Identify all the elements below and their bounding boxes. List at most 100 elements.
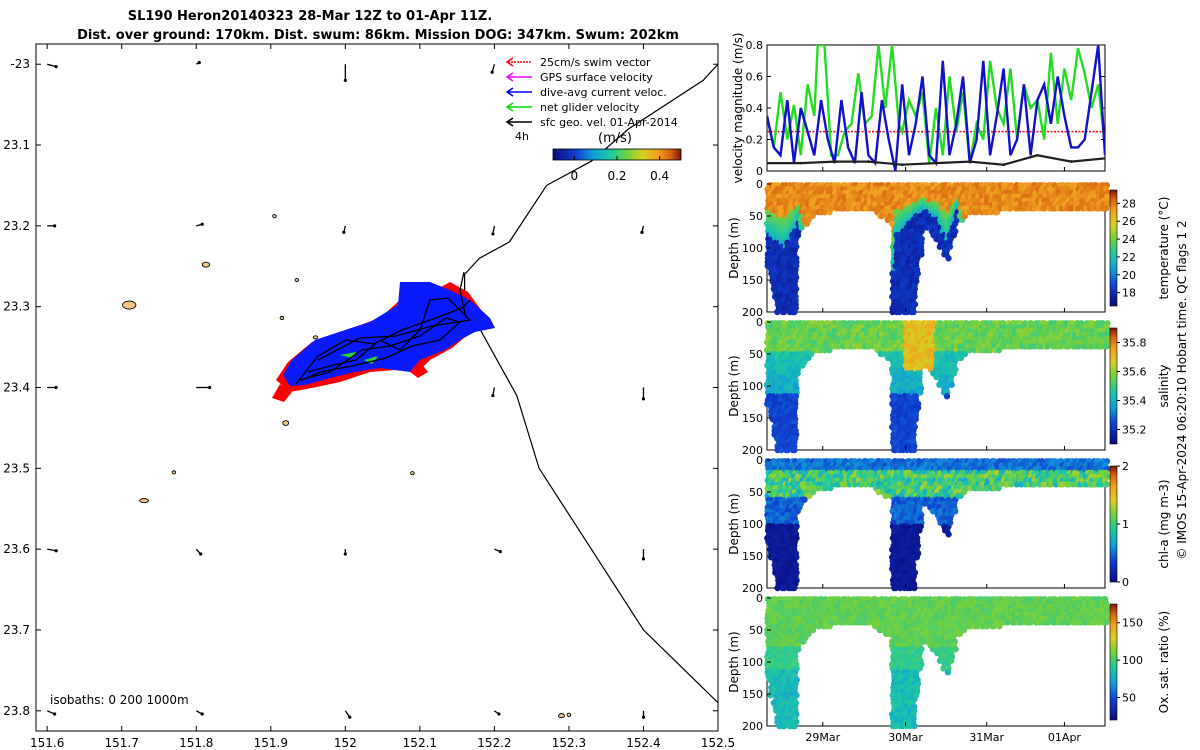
velocity-point xyxy=(867,160,870,163)
section-sample xyxy=(912,416,919,423)
map-xtick-label: 152.1 xyxy=(403,736,437,750)
section-sample xyxy=(945,531,952,538)
section-ytick-label: 200 xyxy=(742,306,763,319)
reef xyxy=(410,471,415,476)
section-ylabel: Depth (m) xyxy=(727,355,741,416)
map-colorbar-ticks: 0 0.2 0.4 xyxy=(571,156,669,183)
net-velocity-b xyxy=(364,356,378,364)
section-sample xyxy=(795,646,802,653)
velocity-point xyxy=(900,163,904,167)
legend-label: net glider velocity xyxy=(540,101,640,114)
reef xyxy=(122,300,137,310)
velocity-ticks: 00.20.40.60.8 xyxy=(746,39,1105,178)
geo-vector-head xyxy=(490,70,494,74)
legend-arrowhead xyxy=(505,72,514,82)
section-ytick-label: 50 xyxy=(749,210,763,223)
section-sample xyxy=(794,232,802,239)
section-sample xyxy=(807,350,815,358)
geo-vector-head xyxy=(53,712,57,716)
swim-vector-tail xyxy=(272,384,292,402)
velocity-series-2 xyxy=(767,45,1105,164)
section-sample xyxy=(910,446,918,454)
section-sample xyxy=(1075,205,1082,212)
section-colorbar-tick-label: 28 xyxy=(1122,197,1136,210)
map-ticks: 151.6 151.7 151.8 151.9 152 152.1 152.2 152.3 15… xyxy=(3,44,735,750)
reef xyxy=(294,277,300,283)
geo-vector-head xyxy=(342,230,346,234)
section-samples xyxy=(763,320,1111,454)
section-colorbar-label: temperature (°C) xyxy=(1157,197,1171,300)
section-ytick-label: 0 xyxy=(756,178,763,191)
section-sample xyxy=(774,308,781,316)
section-colorbar-tick-label: 26 xyxy=(1122,215,1136,228)
section-colorbar-tick-label: 24 xyxy=(1122,233,1136,246)
section-ytick-label: 50 xyxy=(749,486,763,499)
map-ytick-label: 23.8 xyxy=(3,704,30,718)
section-ylabel: Depth (m) xyxy=(727,493,741,554)
section-ytick-label: 50 xyxy=(749,348,763,361)
section-colorbar-tick-label: 35.6 xyxy=(1122,366,1147,379)
map-frame xyxy=(35,43,719,732)
section-sample xyxy=(943,393,951,400)
section-sample xyxy=(784,446,791,454)
geo-vector-head xyxy=(641,397,646,401)
section-sample xyxy=(791,446,798,454)
section-sample xyxy=(805,216,812,224)
geo-vector-head xyxy=(343,552,347,556)
map-xtick-label: 152.4 xyxy=(626,736,660,750)
section-sample xyxy=(952,508,959,515)
section-sample xyxy=(966,208,974,216)
section-sample xyxy=(946,243,954,250)
map-xtick-label: 152.2 xyxy=(477,736,511,750)
legend-arrowhead xyxy=(505,102,514,112)
section-sample xyxy=(946,519,954,526)
map-xtick-label: 151.8 xyxy=(179,736,213,750)
section-colorbar-tick-label: 22 xyxy=(1122,251,1136,264)
section-ytick-label: 150 xyxy=(742,412,763,425)
section-sample xyxy=(791,308,798,316)
section-sample xyxy=(835,343,842,350)
isobath-note: isobaths: 0 200 1000m xyxy=(50,693,189,707)
section-colorbar-tick-label: 35.4 xyxy=(1122,395,1147,408)
glider-track-lines xyxy=(295,271,472,385)
section-sample xyxy=(1068,205,1075,212)
geo-vector-head xyxy=(343,78,347,82)
section-sample xyxy=(916,665,923,672)
velocity-point xyxy=(1103,157,1105,160)
isobath-line xyxy=(464,63,718,704)
section-colorbar-tick-label: 1 xyxy=(1122,518,1129,531)
velocity-point xyxy=(799,161,803,165)
swim-vector-tip xyxy=(410,362,428,378)
section-sample xyxy=(945,255,952,262)
velocity-point xyxy=(833,160,836,163)
section-colorbar-tick-label: 20 xyxy=(1122,269,1136,282)
velocity-series xyxy=(767,45,1105,171)
legend-label: 25cm/s swim vector xyxy=(540,56,651,69)
section-sample xyxy=(950,370,958,377)
section-sample xyxy=(913,554,921,561)
legend-arrowhead xyxy=(505,87,514,97)
geo-vector-head xyxy=(641,715,646,719)
map-ytick-label: 23.7 xyxy=(3,623,30,637)
section-sample xyxy=(912,692,920,699)
map-xtick-label: 152.5 xyxy=(701,736,735,750)
map-ytick-label: 23.1 xyxy=(3,138,30,152)
velocity-point xyxy=(1069,160,1073,163)
section-ytick-label: 100 xyxy=(742,380,763,393)
section-colorbar xyxy=(1109,327,1118,445)
legend-arrowhead xyxy=(505,57,514,67)
map-colorbar-tick-label: 0 xyxy=(571,169,579,183)
map-xtick-label: 152.3 xyxy=(552,736,586,750)
section-sample xyxy=(917,389,924,396)
legend-arrowhead xyxy=(505,117,514,127)
section-sample xyxy=(910,308,917,316)
section-sample xyxy=(1031,205,1038,212)
section-samples xyxy=(763,182,1111,316)
section-colorbar-tick-label: 0 xyxy=(1122,576,1129,589)
section-colorbar-label: chl-a (mg m-3) xyxy=(1157,479,1171,568)
map-xtick-label: 152 xyxy=(334,736,357,750)
